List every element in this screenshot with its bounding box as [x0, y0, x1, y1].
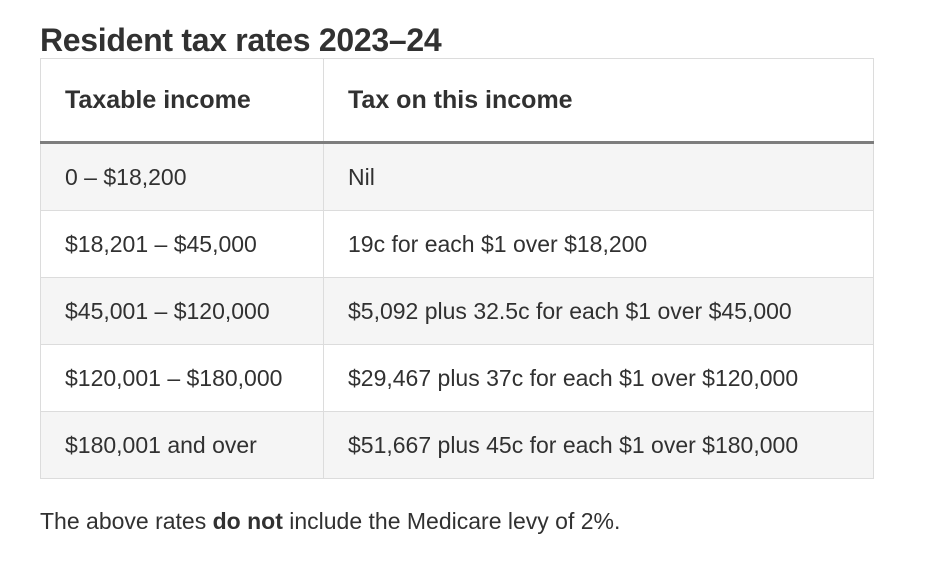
tax-amount-cell: Nil [323, 142, 874, 211]
table-header-row: Taxable income Tax on this income [40, 58, 874, 144]
income-range-cell: $18,201 – $45,000 [40, 210, 324, 278]
note-emphasis: do not [212, 508, 283, 534]
tax-rates-table: Taxable income Tax on this income 0 – $1… [40, 58, 874, 479]
tax-amount-cell: $51,667 plus 45c for each $1 over $180,0… [323, 411, 874, 479]
income-range-cell: $45,001 – $120,000 [40, 277, 324, 345]
income-range-cell: $120,001 – $180,000 [40, 344, 324, 412]
table-row: $120,001 – $180,000 $29,467 plus 37c for… [40, 344, 874, 412]
note-text-before: The above rates [40, 508, 213, 534]
table-row: 0 – $18,200 Nil [40, 142, 874, 211]
table-row: $180,001 and over $51,667 plus 45c for e… [40, 411, 874, 479]
tax-amount-cell: 19c for each $1 over $18,200 [323, 210, 874, 278]
page-title: Resident tax rates 2023–24 [40, 22, 442, 58]
income-range-cell: $180,001 and over [40, 411, 324, 479]
medicare-levy-note: The above rates do not include the Medic… [40, 504, 620, 538]
tax-amount-cell: $29,467 plus 37c for each $1 over $120,0… [323, 344, 874, 412]
header-tax-on-income: Tax on this income [323, 58, 874, 144]
table-row: $18,201 – $45,000 19c for each $1 over $… [40, 210, 874, 278]
table-row: $45,001 – $120,000 $5,092 plus 32.5c for… [40, 277, 874, 345]
income-range-cell: 0 – $18,200 [40, 142, 324, 211]
header-taxable-income: Taxable income [40, 58, 324, 144]
tax-amount-cell: $5,092 plus 32.5c for each $1 over $45,0… [323, 277, 874, 345]
note-text-after: include the Medicare levy of 2%. [282, 508, 621, 534]
